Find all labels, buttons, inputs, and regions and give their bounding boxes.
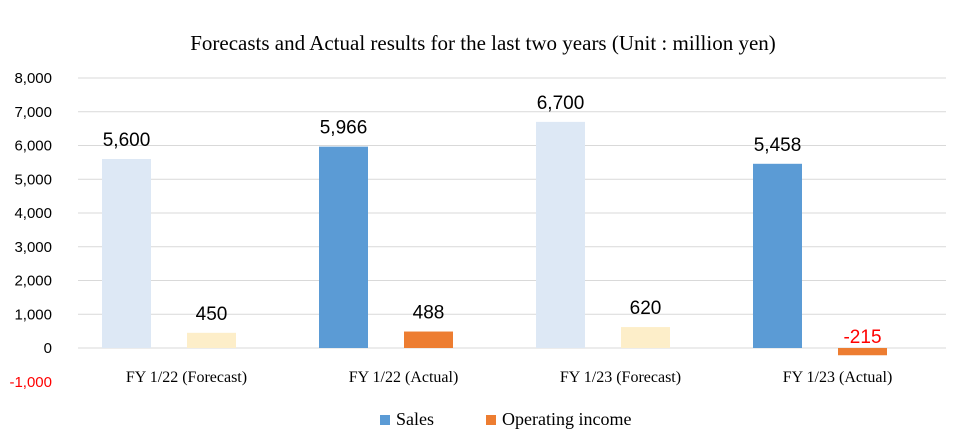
data-label: 450 — [196, 304, 228, 325]
legend: Sales Operating income — [380, 409, 631, 429]
category-label: FY 1/22 (Forecast) — [126, 369, 247, 386]
data-label: 5,600 — [103, 130, 151, 151]
y-tick-label: 1,000 — [14, 306, 52, 323]
x-axis: FY 1/22 (Forecast) FY 1/22 (Actual) FY 1/2… — [126, 369, 892, 386]
y-tick-label: 6,000 — [14, 138, 52, 155]
y-tick-label: 3,000 — [14, 239, 52, 256]
y-tick-label: 7,000 — [14, 104, 52, 121]
sales-bar — [102, 159, 151, 348]
bars — [102, 121, 887, 356]
y-tick-label: 4,000 — [14, 205, 52, 222]
legend-label: Sales — [396, 409, 434, 429]
y-tick-label: 2,000 — [14, 273, 52, 290]
data-label: -215 — [843, 327, 881, 348]
legend-label: Operating income — [502, 409, 631, 429]
y-tick-label: 8,000 — [14, 70, 52, 87]
legend-swatch — [486, 415, 496, 425]
data-label: 620 — [630, 298, 662, 319]
category-label: FY 1/23 (Actual) — [783, 369, 893, 386]
operating-income-bar — [838, 348, 887, 356]
legend-swatch — [380, 415, 390, 425]
data-labels: 5,600 450 5,966 488 6,700 620 5,458 -215 — [103, 93, 882, 348]
sales-bar — [753, 163, 802, 348]
y-axis: -1,000 0 1,000 2,000 3,000 4,000 5,000 6,000 7,0… — [9, 70, 52, 391]
chart-title: Forecasts and Actual results for the las… — [190, 31, 776, 55]
data-label: 488 — [413, 303, 445, 324]
y-tick-label: -1,000 — [9, 374, 52, 391]
sales-bar — [536, 121, 585, 348]
data-label: 6,700 — [537, 93, 585, 114]
y-tick-label: 5,000 — [14, 171, 52, 188]
category-label: FY 1/22 (Actual) — [349, 369, 459, 386]
y-tick-label: 0 — [44, 340, 52, 357]
data-label: 5,458 — [754, 135, 802, 156]
operating-income-bar — [187, 332, 236, 348]
category-label: FY 1/23 (Forecast) — [560, 369, 681, 386]
gridlines — [78, 77, 946, 349]
operating-income-bar — [404, 331, 453, 348]
sales-bar — [319, 146, 368, 348]
data-label: 5,966 — [320, 118, 368, 139]
operating-income-bar — [621, 327, 670, 348]
